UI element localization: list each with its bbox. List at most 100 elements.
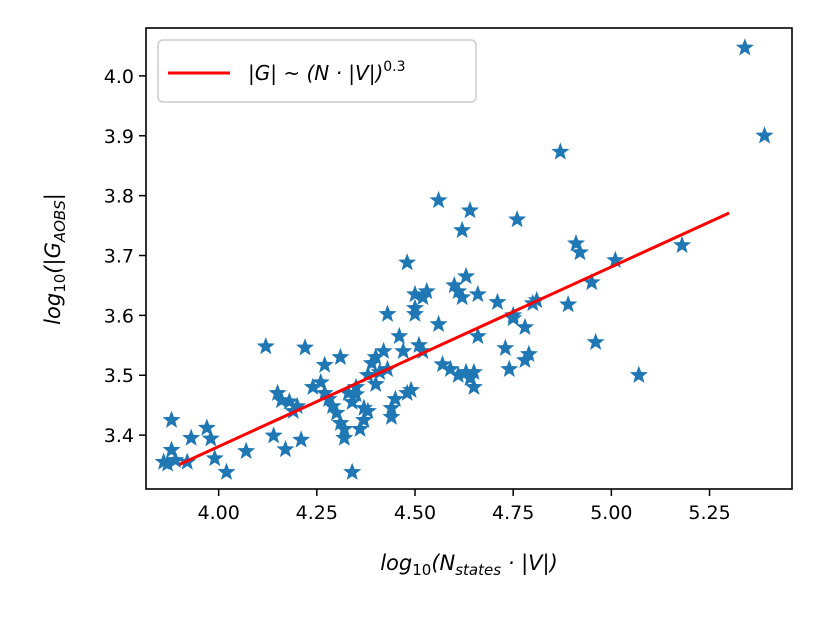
data-point-star	[508, 210, 527, 228]
data-point-star	[559, 295, 578, 313]
data-point-star	[457, 266, 476, 285]
data-point-star	[354, 410, 373, 428]
data-point-star	[409, 335, 428, 353]
data-point-star	[460, 201, 480, 219]
data-point-star	[366, 347, 385, 365]
data-point-star	[566, 234, 586, 252]
data-point-star	[449, 281, 468, 300]
data-point-star	[158, 454, 177, 472]
x-tick-label: 5.00	[590, 502, 632, 524]
y-tick-label: 4.0	[104, 66, 134, 88]
data-point-star	[394, 341, 413, 359]
y-tick-label: 3.7	[104, 246, 134, 268]
data-point-star	[374, 341, 393, 359]
legend: |G| ~ (N · |V|)0.3	[157, 39, 477, 103]
x-axis: 4.00 4.25 4.50 4.75 5.00 5.25	[197, 489, 731, 524]
data-point-star	[468, 284, 487, 303]
data-point-star	[606, 250, 625, 268]
data-point-star	[323, 396, 342, 415]
data-point-star	[496, 338, 515, 356]
data-point-star	[292, 430, 311, 448]
data-point-star	[201, 429, 220, 447]
y-tick-label: 3.5	[104, 365, 134, 387]
series-layer	[154, 38, 774, 480]
data-point-star	[378, 304, 397, 322]
data-point-star	[237, 441, 256, 459]
data-point-star	[405, 298, 425, 316]
x-tick-label: 4.25	[296, 502, 338, 524]
y-axis: 3.4 3.5 3.6 3.7 3.8 3.9 4.0	[104, 66, 146, 447]
legend-entry-label: |G| ~ (N · |V|)0.3	[248, 59, 406, 85]
data-point-star	[398, 253, 417, 271]
data-point-star	[280, 392, 299, 410]
data-point-star	[162, 440, 181, 458]
data-point-star	[433, 354, 452, 373]
data-point-star	[382, 407, 401, 425]
data-point-star	[268, 383, 287, 401]
data-point-star	[390, 326, 409, 345]
data-point-star	[464, 377, 483, 395]
x-tick-label: 5.25	[688, 502, 730, 524]
x-tick-label: 4.00	[197, 502, 239, 524]
data-point-star	[288, 396, 307, 415]
data-point-star	[629, 365, 648, 383]
data-point-star	[468, 326, 487, 345]
data-point-star	[256, 337, 275, 355]
x-tick-label: 4.75	[492, 502, 534, 524]
data-point-star	[217, 462, 236, 480]
x-tick-label: 4.50	[394, 502, 436, 524]
data-point-star	[197, 418, 216, 436]
data-point-star	[413, 341, 432, 359]
data-point-star	[303, 377, 322, 395]
data-point-star	[327, 403, 346, 421]
data-point-star	[166, 450, 185, 468]
data-point-star	[311, 372, 330, 391]
data-point-star	[429, 314, 448, 333]
plot-area: 4.00 4.25 4.50 4.75 5.00 5.25 3.4 3.5 3.6 3.7 3.8…	[104, 27, 793, 524]
data-point-star	[354, 398, 373, 416]
data-point-star	[453, 287, 472, 306]
data-point-star	[366, 374, 385, 392]
plot-frame	[145, 27, 793, 490]
data-point-star	[335, 419, 354, 437]
data-point-star	[296, 338, 315, 356]
data-point-star	[386, 389, 405, 407]
data-point-star	[382, 398, 401, 416]
data-point-star	[343, 462, 362, 480]
data-point-star	[350, 419, 370, 437]
data-point-star	[735, 38, 754, 56]
data-point-star	[335, 428, 354, 446]
data-point-star	[162, 410, 181, 428]
data-point-star	[405, 284, 425, 303]
data-point-star	[488, 292, 507, 310]
data-point-star	[464, 362, 483, 380]
data-point-star	[276, 439, 295, 458]
data-point-star	[449, 365, 468, 383]
data-point-star	[331, 347, 350, 365]
data-point-star	[582, 272, 601, 291]
x-axis-label: log10(Nstates · |V|)	[380, 551, 558, 579]
data-point-star	[331, 413, 350, 431]
y-tick-label: 3.9	[104, 126, 134, 148]
data-point-star	[402, 380, 421, 398]
fit-line	[178, 211, 730, 466]
y-tick-label: 3.4	[104, 425, 134, 447]
data-point-star	[515, 317, 534, 336]
data-point-star	[755, 126, 774, 144]
y-tick-label: 3.8	[104, 186, 134, 208]
data-point-star	[441, 359, 460, 377]
y-axis-label: log10(|GAOBS|	[41, 193, 69, 325]
data-point-star	[673, 235, 692, 254]
data-point-star	[182, 428, 201, 446]
data-point-star	[319, 389, 338, 407]
data-point-star	[264, 426, 283, 444]
data-point-star	[315, 355, 334, 373]
data-point-star	[500, 359, 519, 377]
data-point-star	[343, 392, 362, 410]
data-point-star	[445, 275, 464, 294]
data-point-star	[586, 332, 605, 350]
data-point-star	[504, 308, 523, 327]
data-point-star	[551, 142, 570, 160]
data-point-star	[453, 220, 472, 239]
